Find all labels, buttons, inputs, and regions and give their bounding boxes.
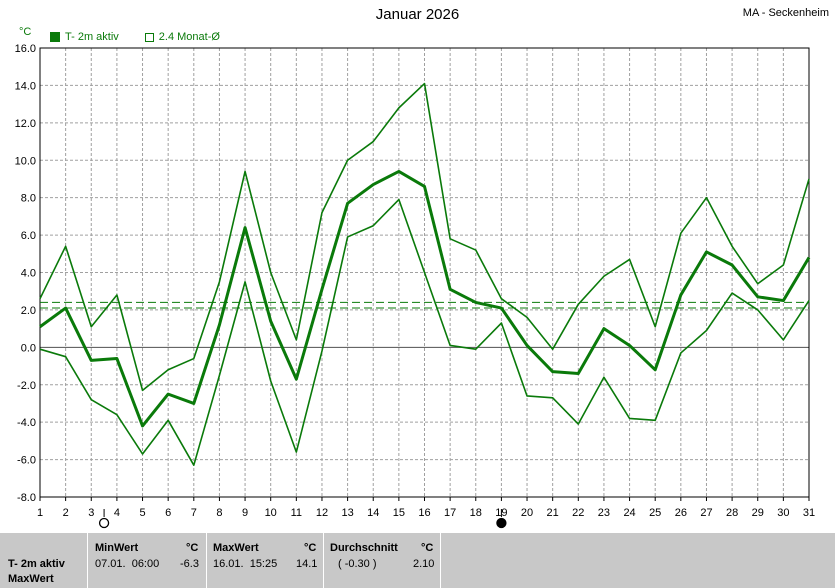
legend-item-average: 2.4 Monat-Ø (144, 31, 220, 43)
x-tick-label: 5 (139, 507, 145, 519)
legend-series-label: T- 2m aktiv (65, 31, 119, 43)
series-line-min (39, 198, 810, 466)
legend-average-label: 2.4 Monat-Ø (158, 31, 220, 43)
max-datetime: 16.01. 15:25 (213, 558, 278, 570)
x-tick-label: 24 (623, 507, 635, 519)
legend-swatch-open (144, 32, 154, 42)
y-tick-label: -6.0 (17, 455, 36, 467)
x-tick-label: 26 (675, 507, 687, 519)
x-tick-label: 31 (803, 507, 815, 519)
max-header: MaxWert (213, 542, 259, 554)
avg-value: 2.10 (413, 558, 435, 570)
stats-separator (323, 533, 324, 588)
x-tick-label: 17 (444, 507, 456, 519)
x-tick-label: 16 (418, 507, 430, 519)
stats-separator (440, 533, 441, 588)
x-tick-label: 21 (547, 507, 559, 519)
min-value: -6.3 (180, 558, 199, 570)
y-tick-label: 8.0 (21, 193, 36, 205)
y-tick-label: 16.0 (15, 43, 36, 55)
y-tick-label: 6.0 (21, 230, 36, 242)
y-tick-label: -8.0 (17, 492, 36, 504)
x-tick-label: 3 (88, 507, 94, 519)
min-datetime: 07.01. 06:00 (95, 558, 160, 570)
chart-area: 16.0 14.0 12.0 10.0 8.0 6.0 4.0 2.0 0.0 -2.0 -4.0 -… (15, 43, 815, 529)
min-header: MinWert (95, 542, 139, 554)
series-line-mean (39, 169, 811, 428)
max-unit: °C (304, 542, 317, 554)
x-tick-label: 8 (216, 507, 222, 519)
max-value: 14.1 (296, 558, 318, 570)
stats-separator (206, 533, 207, 588)
x-tick-label: 28 (726, 507, 738, 519)
legend-swatch-solid (50, 32, 60, 42)
x-tick-label: 22 (572, 507, 584, 519)
y-tick-label: 12.0 (15, 118, 36, 130)
x-tick-label: 13 (341, 507, 353, 519)
avg-deviation: ( -0.30 ) (338, 558, 377, 570)
full-moon-icon (496, 517, 507, 529)
x-tick-label: 6 (165, 507, 171, 519)
x-tick-label: 23 (598, 507, 610, 519)
stats-row-label: T- 2m aktiv (8, 558, 65, 570)
station-label: MA - Seckenheim (742, 7, 829, 19)
stats-panel: T- 2m aktiv MaxWert MinWert °C 07.01. 06… (0, 533, 835, 588)
x-tick-label: 25 (649, 507, 661, 519)
y-tick-label: 10.0 (15, 155, 36, 167)
x-tick-label: 1 (37, 507, 43, 519)
x-tick-label: 10 (265, 507, 277, 519)
min-unit: °C (186, 542, 199, 554)
stats-row-sublabel: MaxWert (8, 573, 54, 585)
y-axis-unit: °C (19, 26, 32, 38)
legend-item-series: T- 2m aktiv (50, 31, 119, 43)
x-tick-label: 30 (777, 507, 789, 519)
legend: T- 2m aktiv 2.4 Monat-Ø (50, 31, 220, 43)
avg-header: Durchschnitt (330, 542, 398, 554)
x-tick-label: 15 (393, 507, 405, 519)
y-tick-label: -4.0 (17, 417, 36, 429)
x-tick-label: 27 (700, 507, 712, 519)
x-tick-label: 29 (752, 507, 764, 519)
x-tick-label: 7 (191, 507, 197, 519)
avg-unit: °C (421, 542, 434, 554)
chart-title: Januar 2026 (375, 6, 460, 23)
series-line-max (39, 82, 810, 392)
y-tick-label: 4.0 (21, 268, 36, 280)
y-tick-label: 14.0 (15, 80, 36, 92)
x-tick-label: 14 (367, 507, 379, 519)
x-tick-label: 2 (63, 507, 69, 519)
stats-separator (87, 533, 88, 588)
x-tick-label: 9 (242, 507, 248, 519)
y-tick-label: -2.0 (17, 380, 36, 392)
x-tick-label: 4 (114, 507, 120, 519)
y-tick-label: 0.0 (21, 342, 36, 354)
new-moon-icon (98, 517, 110, 529)
x-tick-label: 20 (521, 507, 533, 519)
x-tick-label: 18 (470, 507, 482, 519)
x-tick-label: 11 (291, 507, 302, 519)
y-tick-label: 2.0 (21, 305, 36, 317)
x-tick-label: 12 (316, 507, 328, 519)
